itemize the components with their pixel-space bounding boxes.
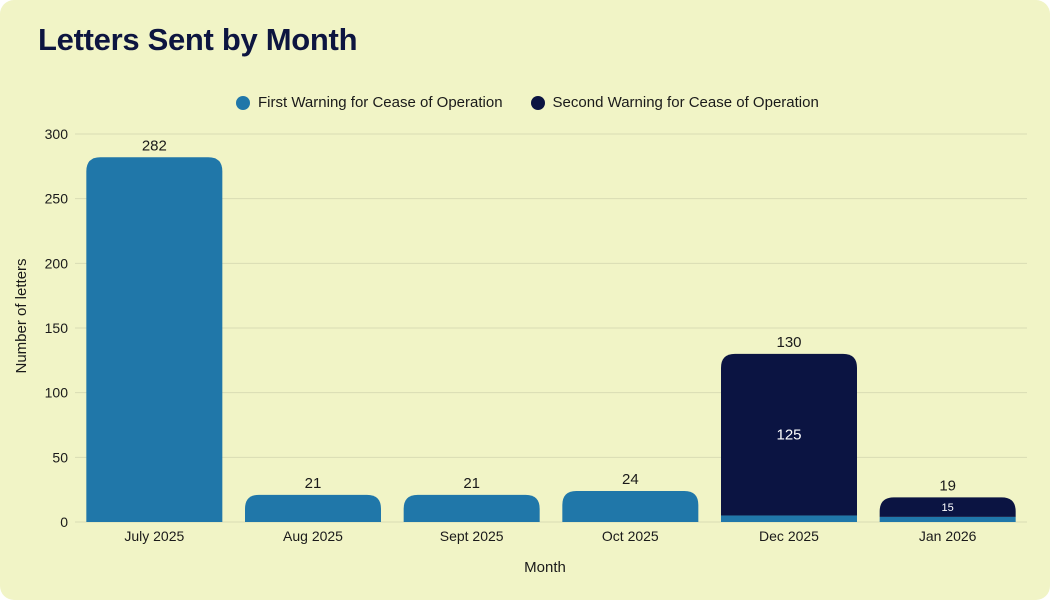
legend-item-first-warning[interactable]: First Warning for Cease of Operation bbox=[236, 94, 503, 111]
data-label-second-warning: 125 bbox=[776, 427, 801, 444]
y-tick-label: 50 bbox=[52, 449, 68, 465]
y-tick-label: 0 bbox=[60, 514, 68, 530]
bar-first-warning[interactable] bbox=[562, 490, 699, 522]
bar-first-warning[interactable] bbox=[403, 494, 540, 522]
bar-second-warning[interactable] bbox=[721, 353, 857, 516]
x-axis-ticks: July 2025 Aug 2025 Sept 2025 Oct 2025 Dec 20… bbox=[124, 528, 976, 544]
y-tick-label: 300 bbox=[45, 126, 69, 142]
y-tick-label: 100 bbox=[45, 385, 69, 401]
data-label-total: 21 bbox=[463, 475, 480, 492]
x-tick-label: Dec 2025 bbox=[759, 528, 819, 544]
legend-swatch-first-warning bbox=[236, 95, 250, 110]
y-tick-label: 200 bbox=[45, 255, 69, 271]
x-tick-label: July 2025 bbox=[124, 528, 184, 544]
data-label-total: 19 bbox=[939, 477, 956, 494]
bar-first-warning[interactable] bbox=[245, 494, 381, 522]
x-axis-title: Month bbox=[524, 559, 566, 576]
data-label-total: 282 bbox=[142, 137, 167, 154]
data-label-total: 130 bbox=[776, 334, 801, 351]
legend-label-first-warning: First Warning for Cease of Operation bbox=[258, 94, 503, 111]
legend-item-second-warning[interactable]: Second Warning for Cease of Operation bbox=[530, 94, 819, 111]
y-tick-label: 150 bbox=[45, 320, 69, 336]
bar-group[interactable]: 125 130 bbox=[721, 334, 857, 522]
data-label-second-warning: 15 bbox=[942, 502, 954, 514]
y-axis-ticks: 0 50 100 150 200 250 300 bbox=[45, 126, 69, 530]
legend-swatch-second-warning bbox=[530, 95, 545, 110]
x-tick-label: Aug 2025 bbox=[283, 528, 343, 544]
y-axis-title: Number of letters bbox=[13, 258, 30, 373]
legend: First Warning for Cease of Operation Sec… bbox=[236, 94, 847, 111]
chart-title: Letters Sent by Month bbox=[38, 22, 358, 57]
data-label-total: 21 bbox=[305, 475, 322, 492]
bar-first-warning[interactable] bbox=[879, 516, 1016, 522]
bar-group[interactable]: 21 bbox=[245, 475, 381, 522]
data-label-total: 24 bbox=[622, 471, 639, 488]
x-tick-label: Jan 2026 bbox=[919, 528, 977, 544]
y-tick-label: 250 bbox=[45, 191, 69, 207]
x-tick-label: Oct 2025 bbox=[602, 528, 659, 544]
bar-group[interactable]: 282 bbox=[86, 137, 223, 522]
legend-label-second-warning: Second Warning for Cease of Operation bbox=[552, 94, 819, 111]
bar-group[interactable]: 21 bbox=[403, 475, 540, 522]
gridlines bbox=[75, 133, 1027, 523]
bar-group[interactable]: 24 bbox=[562, 471, 699, 522]
bar-first-warning[interactable] bbox=[86, 157, 223, 522]
bar-second-warning[interactable] bbox=[879, 497, 1016, 517]
x-tick-label: Sept 2025 bbox=[440, 528, 504, 544]
bar-first-warning[interactable] bbox=[721, 515, 857, 522]
